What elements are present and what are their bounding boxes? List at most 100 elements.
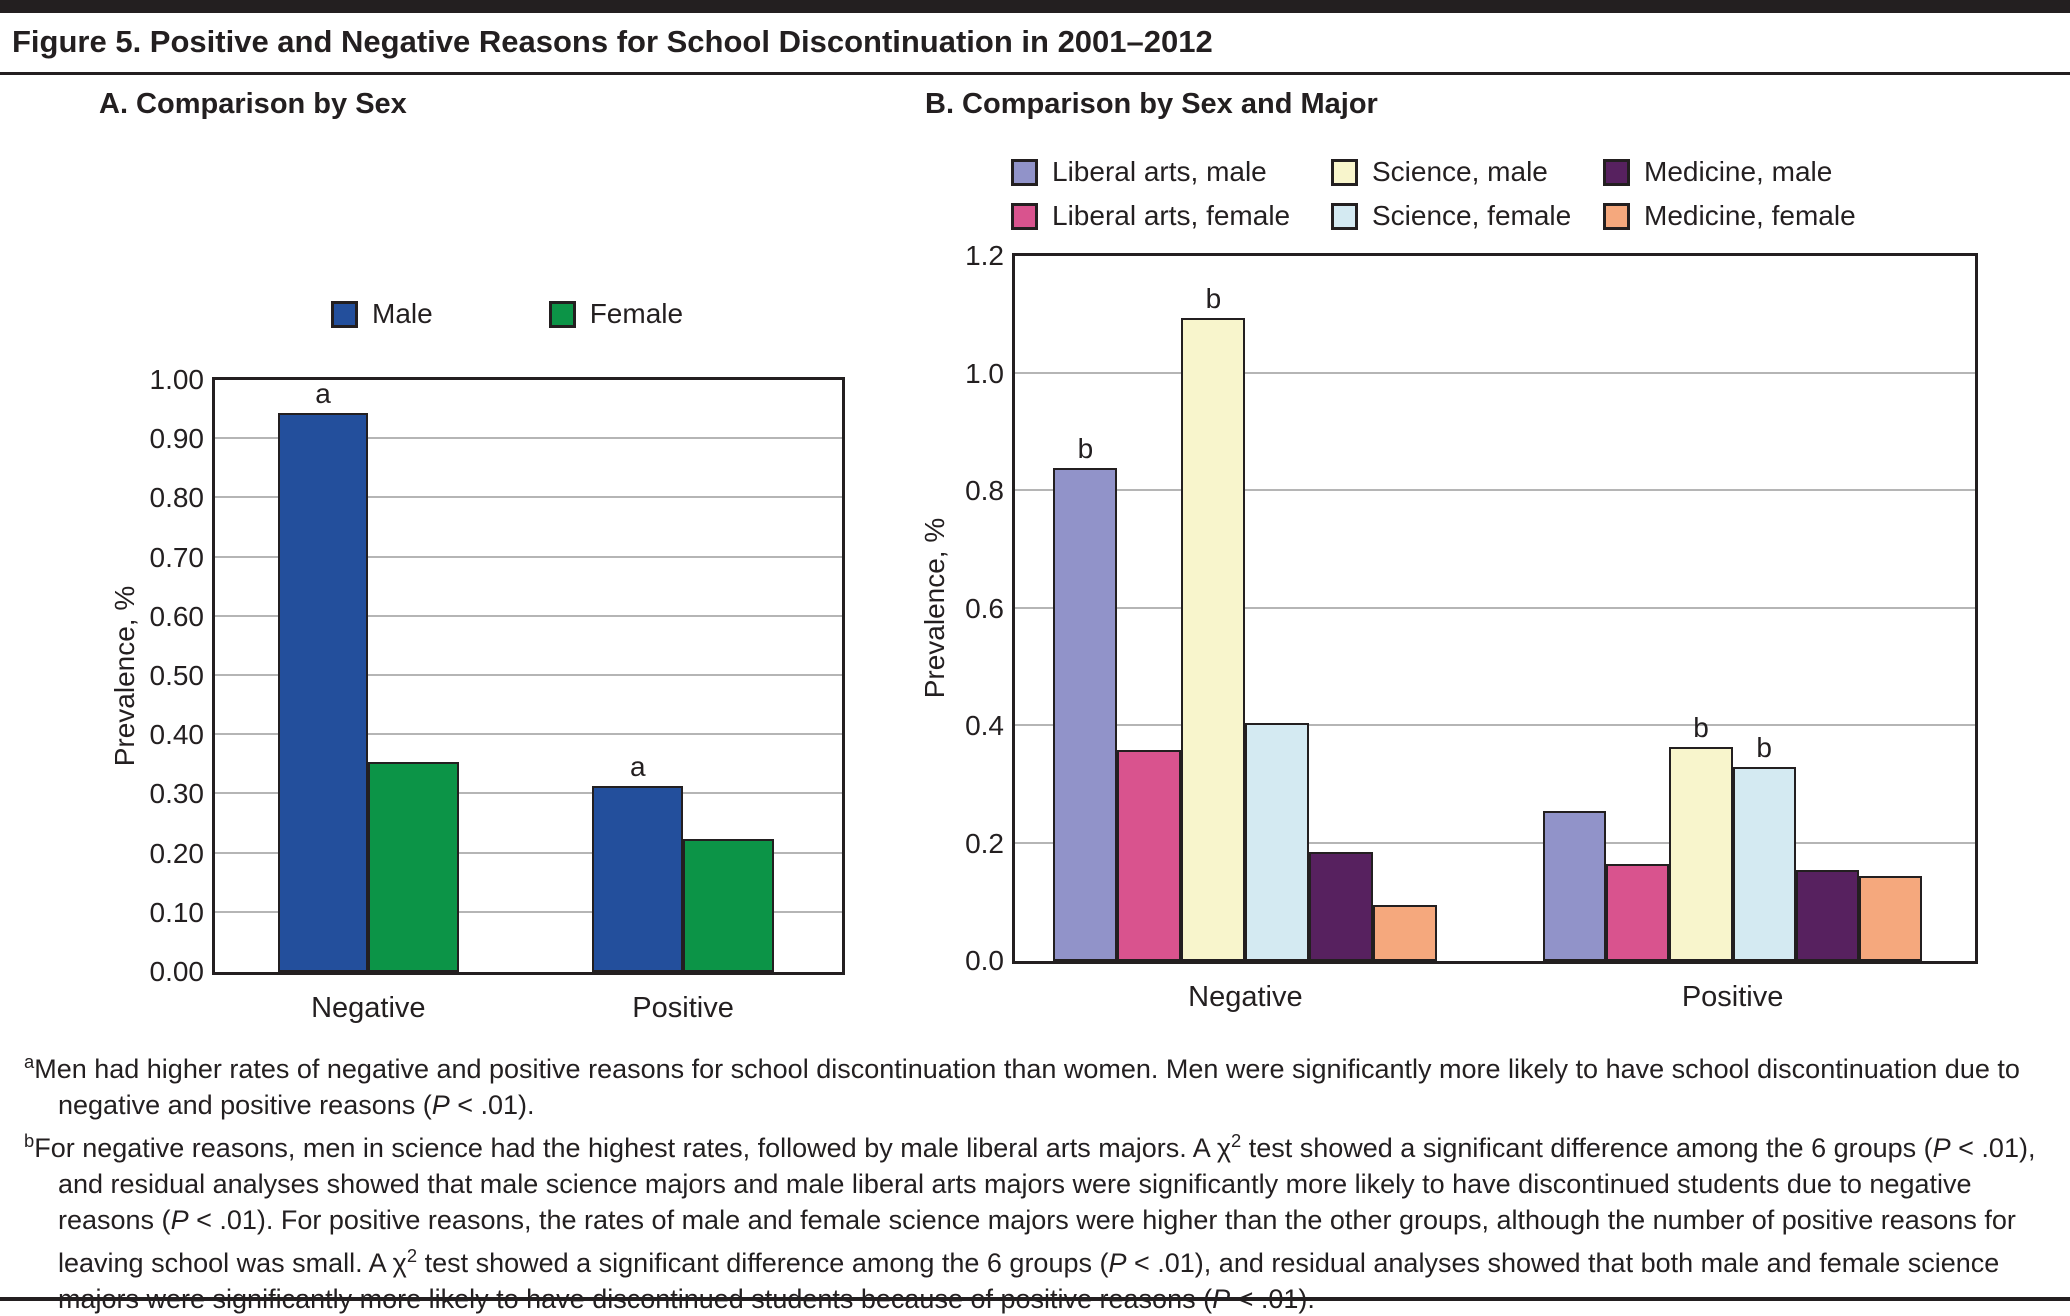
barwrap-medicine-male-positive xyxy=(1795,256,1860,961)
footnote-text-segment: < .01). xyxy=(449,1090,535,1120)
y-tick-label: 1.0 xyxy=(965,357,1004,389)
legend-item-science-male: Science, male xyxy=(1331,156,1603,188)
x-category-label-negative: Negative xyxy=(1188,981,1303,1013)
footnote-text-segment: P xyxy=(170,1205,189,1235)
panel-b-title: B. Comparison by Sex and Major xyxy=(925,88,1378,120)
barwrap-female-positive xyxy=(683,380,774,972)
panel-b-chart: Prevalence, % 0.0 0.2 0.4 0.6 0.8 1.0 1.2 b b Nega… xyxy=(905,88,2070,1038)
bar-science-female-negative xyxy=(1245,723,1310,961)
bar-liberal-arts-male-positive xyxy=(1543,811,1607,961)
bar-male-negative xyxy=(277,412,369,972)
figure-title: Figure 5. Positive and Negative Reasons … xyxy=(12,24,1213,59)
footnote-text-segment: P xyxy=(1108,1248,1127,1278)
barwrap-medicine-female-negative xyxy=(1373,256,1438,961)
y-tick-label: 0.70 xyxy=(149,541,205,573)
y-tick-label: 0.8 xyxy=(965,475,1004,506)
footnote-b: bFor negative reasons, men in science ha… xyxy=(12,1123,2058,1316)
panel-b-legend: Liberal arts, male Liberal arts, female Sc… xyxy=(1011,156,1856,232)
x-category-label-positive: Positive xyxy=(632,992,734,1024)
y-tick-label: 0.4 xyxy=(965,710,1004,741)
legend-swatch-medicine-female xyxy=(1603,202,1630,230)
footnote-text-segment: test showed a significant difference amo… xyxy=(417,1248,1109,1278)
barwrap-male-negative: a xyxy=(277,377,369,972)
barwrap-liberal-arts-female-positive xyxy=(1606,256,1670,961)
y-tick-label: 0.0 xyxy=(965,945,1004,976)
footnote-text-segment: 2 xyxy=(1231,1130,1242,1151)
bar-science-male-negative xyxy=(1181,317,1246,961)
legend-swatch-science-female xyxy=(1331,202,1358,230)
gridline xyxy=(215,614,842,617)
y-tick-label: 0.50 xyxy=(149,660,205,691)
barwrap-male-positive: a xyxy=(592,380,684,972)
legend-swatch-liberal-arts-female xyxy=(1011,202,1038,230)
gridline xyxy=(1015,489,1975,491)
barwrap-science-male-negative: b xyxy=(1181,256,1246,961)
y-axis-label: Prevalence, % xyxy=(919,517,950,699)
legend-label-liberal-arts-female: Liberal arts, female xyxy=(1052,200,1291,231)
footnote-text-segment: < .01), and residual analyses showed tha… xyxy=(58,1133,2036,1235)
gridline xyxy=(1015,371,1975,374)
legend-label-liberal-arts-male: Liberal arts, male xyxy=(1052,156,1267,187)
y-tick-label: 0.60 xyxy=(149,600,205,632)
legend-label-medicine-female: Medicine, female xyxy=(1644,200,1856,231)
barwrap-medicine-male-negative xyxy=(1309,256,1374,961)
gridline xyxy=(1015,724,1975,726)
gridline xyxy=(215,555,842,558)
bar-female-negative xyxy=(368,761,459,972)
bar-male-positive xyxy=(592,785,684,972)
barwrap-female-negative xyxy=(368,380,459,972)
y-tick-label: 0.30 xyxy=(149,778,205,810)
significance-annotation: a xyxy=(315,377,331,409)
plot-area: 0.0 0.2 0.4 0.6 0.8 1.0 1.2 b b Negative b b Positiv… xyxy=(965,242,1978,1013)
legend-label-male: Male xyxy=(372,298,433,329)
barwrap-science-female-positive: b xyxy=(1732,256,1796,961)
bar-medicine-male-negative xyxy=(1309,852,1374,961)
legend-swatch-male xyxy=(331,300,358,328)
bar-liberal-arts-female-positive xyxy=(1606,864,1670,961)
y-tick-label: 0.20 xyxy=(149,837,205,869)
bar-medicine-male-positive xyxy=(1795,869,1860,961)
significance-annotation: a xyxy=(629,750,646,782)
y-tick-label: 0.40 xyxy=(149,719,205,751)
bar-science-female-positive xyxy=(1732,767,1796,961)
legend-item-male: Male xyxy=(331,298,433,330)
footnote-text-segment: For negative reasons, men in science had… xyxy=(34,1133,1231,1163)
legend-label-female: Female xyxy=(589,298,684,329)
y-tick-label: 0.90 xyxy=(149,423,205,455)
gridline xyxy=(215,910,842,913)
footnote-text-segment: Men had higher rates of negative and pos… xyxy=(34,1054,2020,1120)
panel-a-title: A. Comparison by Sex xyxy=(99,88,407,120)
legend-swatch-female xyxy=(548,300,576,328)
legend-item-female: Female xyxy=(548,298,684,330)
bar-female-positive xyxy=(683,838,774,972)
footnote-text-segment: < .01). For positive reasons, the rates … xyxy=(58,1205,2016,1278)
bar-liberal-arts-male-negative xyxy=(1053,467,1118,961)
y-tick-label: 1.00 xyxy=(149,364,205,395)
panel-a-chart: Prevalence, % 0.00 0.10 0.20 0.30 0.40 0.50 0.6… xyxy=(85,88,900,1038)
legend-swatch-science-male xyxy=(1331,158,1358,186)
legend-swatch-medicine-male xyxy=(1603,158,1630,186)
barwrap-liberal-arts-male-negative: b xyxy=(1053,256,1118,961)
footnote-text-segment: P xyxy=(1932,1133,1951,1163)
x-category-label-negative: Negative xyxy=(311,992,426,1024)
footnote-a: aMen had higher rates of negative and po… xyxy=(12,1044,2058,1123)
gridline xyxy=(215,674,842,676)
x-category-label-positive: Positive xyxy=(1681,981,1784,1013)
legend-item-science-female: Science, female xyxy=(1331,200,1603,232)
legend-label-medicine-male: Medicine, male xyxy=(1644,156,1833,187)
legend-item-medicine-female: Medicine, female xyxy=(1603,200,1856,232)
bar-science-male-positive xyxy=(1669,746,1733,961)
bar-medicine-female-negative xyxy=(1373,905,1438,961)
barwrap-liberal-arts-male-positive xyxy=(1543,256,1607,961)
significance-annotation: b xyxy=(1693,711,1709,743)
panel-a-legend: Male Female xyxy=(331,298,683,330)
y-tick-label: 1.2 xyxy=(965,240,1004,271)
y-tick-label: 0.10 xyxy=(149,896,205,928)
footnote-marker-b: b xyxy=(24,1130,35,1151)
significance-annotation: b xyxy=(1077,432,1094,464)
y-tick-label: 0.00 xyxy=(149,956,205,987)
gridline xyxy=(215,792,842,795)
top-rule xyxy=(0,0,2070,13)
bottom-rule xyxy=(0,1297,2070,1301)
bar-group-positive: a xyxy=(592,380,774,972)
